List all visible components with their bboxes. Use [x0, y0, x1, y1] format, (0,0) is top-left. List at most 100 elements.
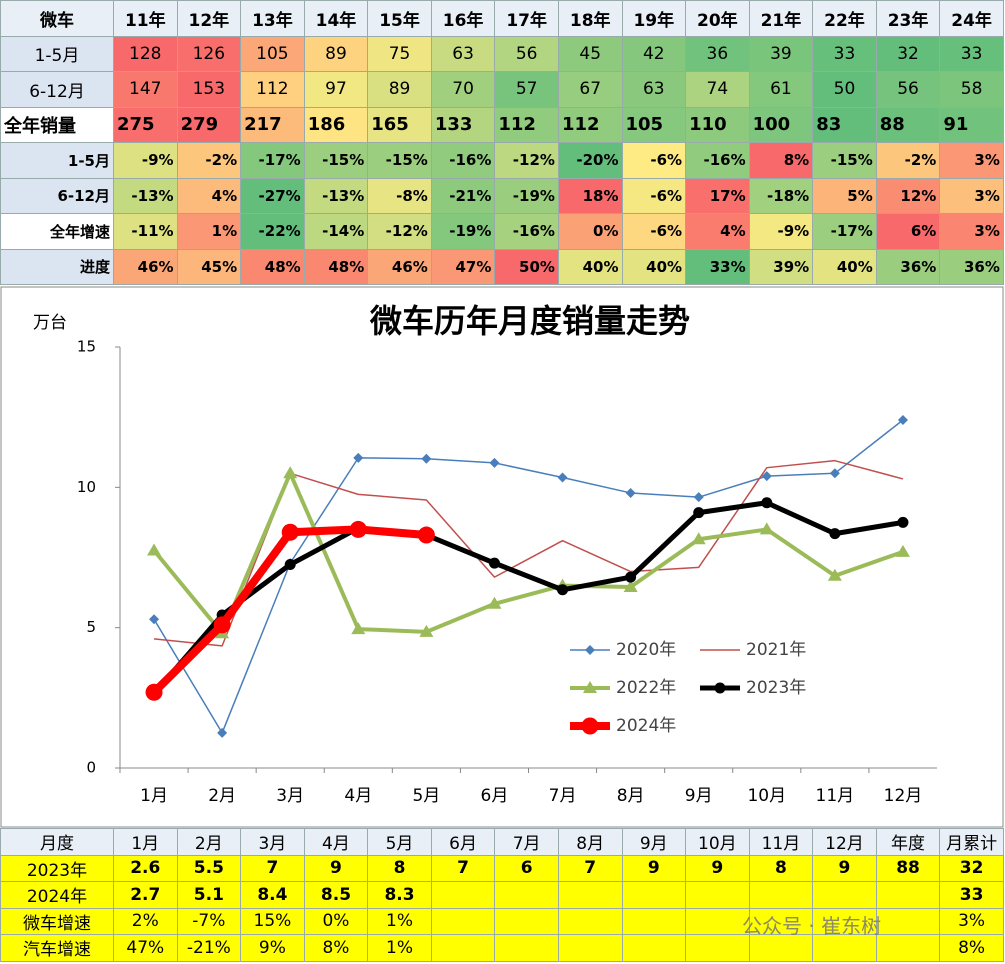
table-cell: 1% [176, 213, 242, 250]
table-cell: 33 [939, 881, 1004, 909]
table-cell: 汽车增速 [0, 934, 114, 962]
marker [421, 453, 432, 464]
series-line [152, 471, 904, 636]
table-cell: 48% [303, 248, 369, 285]
marker [895, 544, 910, 557]
table-cell: 36% [939, 248, 1004, 285]
legend-label: 2021年 [746, 640, 806, 660]
chart-title: 微车历年月度销量走势 [369, 302, 690, 340]
table-cell: 40% [812, 248, 877, 285]
marker [623, 579, 638, 592]
marker [625, 487, 636, 498]
table-cell [430, 934, 496, 962]
table-cell: 33% [685, 248, 750, 285]
table-cell: 39% [748, 248, 814, 285]
marker [149, 614, 160, 625]
table-cell: 微车 [0, 0, 114, 37]
chart-frame [0, 286, 1004, 828]
marker [487, 596, 502, 609]
table-cell: -17% [812, 213, 877, 250]
table-cell: -12% [494, 142, 559, 179]
marker [145, 683, 163, 701]
legend-marker [585, 645, 595, 655]
series-line [152, 500, 904, 696]
marker [691, 532, 706, 545]
table-cell: 5月 [367, 828, 432, 856]
table-cell: 8 [367, 854, 432, 882]
table-row: 6-12月 -13% 4% -27% -13% -8% -21% -19% 18% -6% 17% -… [0, 177, 1004, 214]
y-tick-label: 5 [86, 618, 96, 636]
table-cell: 进度 [0, 248, 114, 285]
legend-label: 2020年 [616, 640, 676, 660]
table-cell: 48% [240, 248, 305, 285]
table-cell [494, 907, 559, 935]
y-tick-label: 0 [86, 759, 96, 777]
table-cell: 45 [557, 35, 623, 72]
table-row: 2024年 2.7 5.1 8.4 8.5 8.3 33 [0, 881, 1004, 909]
legend-label: 2024年 [616, 716, 676, 736]
marker [693, 492, 704, 503]
table-cell [748, 934, 814, 962]
table-cell: 2023年 [0, 854, 114, 882]
table-cell: 45% [176, 248, 242, 285]
table-cell: 9 [303, 854, 369, 882]
table-row: 6-12月 147 153 112 97 89 70 57 67 63 74 61 50 56 58 [0, 71, 1004, 108]
table-cell: -16% [685, 142, 750, 179]
table-cell: 6月 [430, 828, 496, 856]
table-cell: -15% [367, 142, 432, 179]
table-cell: -15% [812, 142, 877, 179]
table-cell: 32 [875, 35, 941, 72]
table-cell: 4% [685, 213, 750, 250]
table-cell: 70 [430, 71, 496, 108]
table-cell: -6% [621, 213, 687, 250]
table-cell: 50 [812, 71, 877, 108]
table-cell: 1-5月 [0, 35, 114, 72]
table-cell: 279 [176, 106, 242, 143]
table-cell: 40% [557, 248, 623, 285]
table-cell: -19% [494, 177, 559, 214]
table-cell: 75 [367, 35, 432, 72]
table-cell: 61 [748, 71, 814, 108]
watermark: 公众号 · 崔东树 [742, 914, 882, 938]
table-cell: -21% [176, 934, 242, 962]
table-cell [812, 934, 877, 962]
marker [625, 571, 637, 583]
table-cell: 36 [685, 35, 750, 72]
table-row: 2023年 2.6 5.5 7 9 8 7 6 7 9 9 8 9 88 32 [0, 854, 1004, 882]
table-cell: -9% [113, 142, 178, 179]
table-cell: 32 [939, 854, 1004, 882]
marker [417, 526, 435, 544]
table-cell [494, 934, 559, 962]
table-cell: 月度 [0, 828, 114, 856]
table-cell: -13% [303, 177, 369, 214]
table-cell: 112 [494, 106, 559, 143]
table-cell: 3% [939, 177, 1004, 214]
table-cell [685, 934, 750, 962]
x-tick-label: 6月 [481, 786, 509, 806]
x-tick-label: 1月 [140, 786, 168, 806]
table-cell: 2.6 [113, 854, 178, 882]
x-tick-label: 4月 [344, 786, 372, 806]
table-cell: 0% [557, 213, 623, 250]
table-cell: -22% [240, 213, 305, 250]
table-cell: 165 [367, 106, 432, 143]
table-cell: 2% [113, 907, 178, 935]
table-cell: 56 [875, 71, 941, 108]
table-cell [430, 881, 496, 909]
marker [353, 452, 364, 463]
x-tick-label: 9月 [685, 786, 713, 806]
table-cell: 3% [939, 907, 1004, 935]
table-cell: 7 [430, 854, 496, 882]
table-row: 全年增速 -11% 1% -22% -14% -12% -19% -16% 0% -6% 4% -9%… [0, 213, 1004, 250]
marker [693, 507, 705, 519]
legend-marker [583, 681, 597, 693]
table-cell: -14% [303, 213, 369, 250]
table-cell: 88 [875, 106, 941, 143]
table-cell: 8.5 [303, 881, 369, 909]
table-cell: 67 [557, 71, 623, 108]
table-cell [875, 907, 941, 935]
y-axis-label: 万台 [33, 313, 67, 333]
table-cell: 128 [113, 35, 178, 72]
table-cell: 112 [557, 106, 623, 143]
